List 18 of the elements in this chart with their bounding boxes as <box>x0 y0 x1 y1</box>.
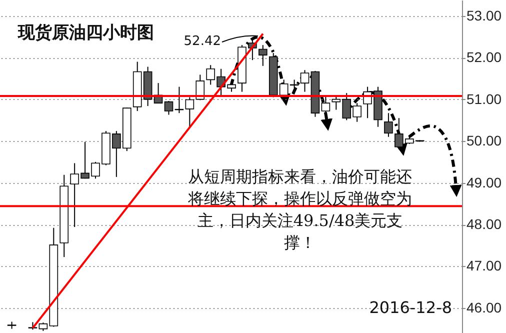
y-tick-label: 51.00 <box>466 90 502 107</box>
candlestick <box>300 70 310 92</box>
y-tick-label: 52.00 <box>466 49 502 66</box>
y-tick-label: 50.00 <box>466 132 502 149</box>
y-tick-label: 49.00 <box>466 174 502 190</box>
candlestick <box>164 100 174 116</box>
annotation: 2016-12-8 <box>369 298 452 317</box>
y-tick-label: 53.00 <box>466 7 502 24</box>
candlestick <box>185 96 194 129</box>
y-tick-label: 48.00 <box>466 216 502 232</box>
candlestick <box>258 44 268 66</box>
text: 现货原油四小时图 <box>17 23 154 43</box>
y-tick-label: 46.00 <box>466 299 502 316</box>
candlestick <box>196 74 205 101</box>
y-tick-label: 47.00 <box>466 258 502 274</box>
annotation: 从短周期指标来看，油价可能还将继续下探，操作以反弹做空为主，日内关注49.5/48美元支撑！ <box>187 167 412 252</box>
candlestick <box>384 112 393 138</box>
annotation: 52.42 <box>184 34 221 49</box>
